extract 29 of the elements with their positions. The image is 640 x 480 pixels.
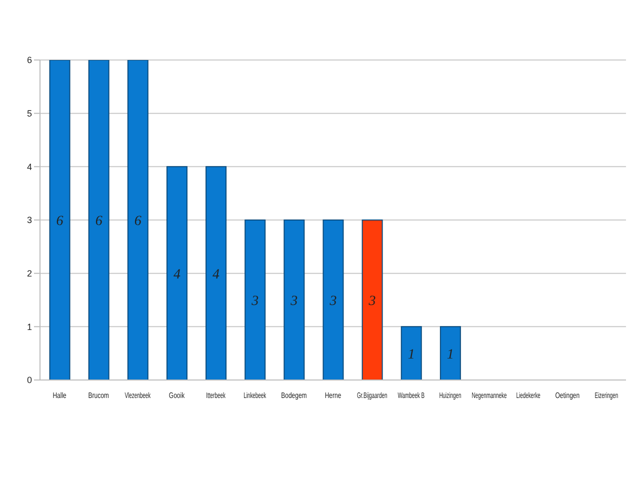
- y-tick-label: 6: [26, 55, 32, 66]
- data-label: 1: [408, 347, 415, 362]
- bar: [127, 60, 148, 380]
- bar: [284, 220, 305, 380]
- y-tick-label: 0: [26, 375, 32, 386]
- data-label: 6: [134, 214, 142, 229]
- data-label: 3: [328, 294, 337, 309]
- data-label: 6: [95, 214, 102, 229]
- data-label: 4: [173, 267, 180, 282]
- bar: [244, 220, 266, 380]
- bar: [440, 326, 461, 380]
- data-label: 6: [56, 214, 64, 229]
- bar: [88, 60, 110, 380]
- bar: [166, 166, 188, 380]
- y-tick-label: 1: [26, 322, 32, 332]
- bar: [322, 220, 344, 380]
- data-label: 3: [290, 294, 298, 309]
- bar: [206, 166, 227, 380]
- data-label: 3: [250, 294, 259, 309]
- data-label: 4: [212, 267, 220, 282]
- bar: [362, 220, 383, 380]
- y-tick-label: 3: [26, 215, 32, 226]
- y-tick-label: 2: [26, 268, 32, 279]
- y-tick-label: 4: [26, 162, 32, 172]
- bar: [49, 60, 70, 380]
- data-label: 3: [368, 294, 376, 309]
- y-tick-label: 5: [26, 108, 32, 119]
- bar: [400, 326, 422, 380]
- data-label: 1: [446, 347, 454, 362]
